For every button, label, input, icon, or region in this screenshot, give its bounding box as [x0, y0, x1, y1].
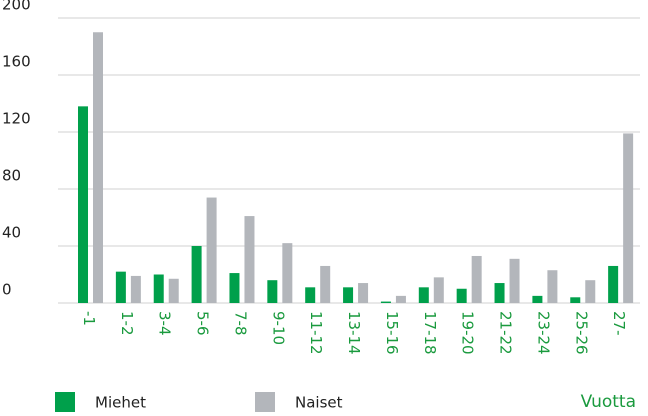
bar: [343, 287, 354, 303]
x-tick-label: 27-: [610, 311, 628, 336]
bar: [585, 280, 596, 303]
bar: [130, 275, 141, 303]
legend-label: Miehet: [95, 394, 146, 412]
bar: [418, 287, 429, 303]
bar: [358, 283, 369, 303]
y-tick-label: 40: [2, 224, 21, 242]
x-axis-label: Vuotta: [581, 392, 636, 412]
bar: [229, 273, 240, 303]
bar: [456, 288, 467, 303]
x-tick-label: 23-24: [534, 311, 552, 355]
bar: [168, 278, 179, 303]
bar: [532, 295, 543, 303]
legend-swatch: [255, 392, 275, 412]
bar: [471, 255, 482, 303]
bar: [244, 216, 255, 303]
x-tick-label: 9-10: [269, 311, 287, 345]
y-tick-label: 0: [2, 281, 12, 299]
x-tick-label: 21-22: [497, 311, 515, 355]
x-tick-label: 19-20: [459, 311, 477, 355]
bar: [206, 197, 217, 303]
bar: [570, 297, 581, 303]
x-tick-label: 15-16: [383, 311, 401, 355]
bar: [153, 274, 164, 303]
bar: [395, 295, 406, 303]
bar: [509, 258, 520, 303]
bar: [115, 271, 126, 303]
x-tick-label: 17-18: [421, 311, 439, 355]
bar: [93, 32, 103, 303]
x-tick-label: 3-4: [156, 311, 174, 336]
bar: [78, 106, 88, 303]
x-tick-label: 11-12: [307, 311, 325, 355]
x-tick-label: 13-14: [345, 311, 363, 355]
bar: [433, 277, 444, 303]
bar: [380, 301, 391, 303]
bar: [623, 133, 634, 303]
bar: [191, 246, 202, 303]
legend-label: Naiset: [295, 394, 343, 412]
x-tick-label: 5-6: [194, 311, 212, 336]
x-tick-label: -1: [80, 311, 98, 326]
y-tick-label: 120: [2, 110, 31, 128]
x-tick-label: 7-8: [231, 311, 249, 336]
bar: [320, 265, 331, 303]
y-tick-label: 200: [2, 0, 31, 14]
y-tick-label: 160: [2, 53, 31, 71]
bar: [494, 283, 505, 303]
bar: [282, 243, 293, 303]
x-tick-label: 25-26: [572, 311, 590, 355]
bar: [267, 280, 278, 303]
bar: [547, 270, 558, 303]
bar: [305, 287, 316, 303]
y-tick-label: 80: [2, 167, 21, 185]
x-tick-label: 1-2: [118, 311, 136, 336]
bar: [608, 265, 619, 303]
legend-swatch: [55, 392, 75, 412]
